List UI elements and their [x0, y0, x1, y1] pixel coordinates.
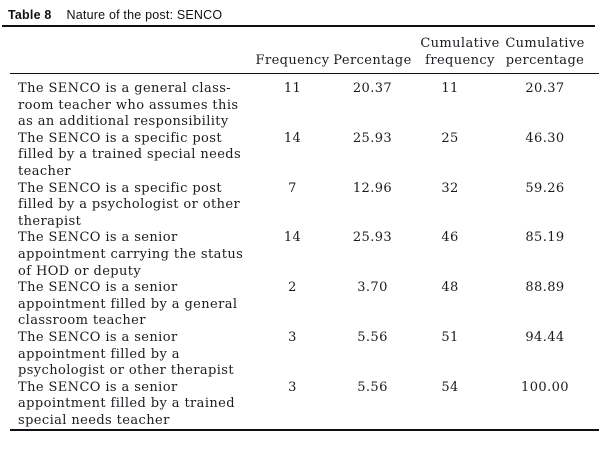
- cell-percentage: 5.56: [357, 379, 388, 395]
- table-body: The SENCO is a general class-room teache…: [10, 74, 599, 430]
- senco-table: Frequency Percentage Cumulative frequency Cu…: [10, 27, 599, 429]
- cell-percentage: 12.96: [352, 180, 393, 196]
- cell-frequency: 3: [288, 379, 297, 395]
- column-header-line: Percentage: [333, 52, 412, 68]
- cell-frequency: 7: [288, 180, 297, 196]
- row-description-line: as an additional responsibility: [18, 114, 229, 130]
- column-header-percentage: Percentage: [330, 27, 415, 74]
- table-row: The SENCO is a specific post filled by a …: [10, 131, 599, 181]
- column-header-line: Cumulative: [420, 36, 500, 51]
- cell-cumulative-percentage: 88.89: [525, 280, 565, 296]
- row-description-line: The SENCO is a general class-: [18, 81, 232, 96]
- row-description-line: The SENCO is a senior: [18, 379, 178, 395]
- row-description-line: special needs teacher: [18, 412, 170, 428]
- column-header-description: [10, 27, 255, 74]
- cell-cumulative-percentage: 20.37: [525, 81, 565, 96]
- cell-cumulative-percentage: 46.30: [525, 130, 565, 146]
- column-header-cumulative-frequency: Cumulative frequency: [415, 27, 505, 74]
- row-description-line: filled by a trained special needs: [18, 147, 242, 163]
- row-description-line: therapist: [18, 213, 82, 229]
- table-header: Frequency Percentage Cumulative frequency Cu…: [10, 27, 599, 74]
- top-rule: [2, 25, 595, 27]
- row-description-line: The SENCO is a senior: [18, 329, 178, 345]
- row-description: The SENCO is a specific post filled by a …: [10, 131, 255, 181]
- cell-cumulative-frequency: 54: [441, 379, 459, 395]
- row-description-line: appointment carrying the status: [18, 246, 244, 262]
- row-description-line: psychologist or other therapist: [18, 363, 234, 379]
- cell-percentage: 25.93: [352, 230, 393, 246]
- column-header-line: frequency: [425, 52, 495, 68]
- cell-frequency: 2: [288, 280, 297, 296]
- bottom-rule: [10, 429, 599, 432]
- row-description-line: appointment filled by a trained: [18, 396, 235, 412]
- row-description: The SENCO is a senior appointment carryin…: [10, 230, 255, 280]
- table-row: The SENCO is a specific post filled by a …: [10, 181, 599, 231]
- cell-cumulative-percentage: 59.26: [525, 180, 565, 196]
- row-description-line: The SENCO is a senior: [18, 230, 178, 246]
- cell-cumulative-frequency: 11: [441, 81, 459, 96]
- cell-cumulative-percentage: 100.00: [521, 379, 569, 395]
- row-description-line: The SENCO is a specific post: [18, 130, 222, 146]
- table-caption-label: Table 8: [8, 8, 52, 22]
- table-row: The SENCO is a general class-room teache…: [10, 74, 599, 131]
- cell-percentage: 20.37: [352, 81, 393, 96]
- cell-cumulative-frequency: 46: [441, 230, 459, 246]
- row-description: The SENCO is a specific post filled by a …: [10, 181, 255, 231]
- table-caption-title: Nature of the post: SENCO: [66, 8, 223, 22]
- column-header-frequency: Frequency: [255, 27, 330, 74]
- cell-percentage: 25.93: [352, 130, 393, 146]
- row-description-line: appointment filled by a: [18, 346, 180, 362]
- table-row: The SENCO is a senior appointment filled …: [10, 330, 599, 380]
- row-description-line: of HOD or deputy: [18, 263, 142, 279]
- row-description: The SENCO is a senior appointment filled …: [10, 280, 255, 330]
- table-caption: Table 8 Nature of the post: SENCO: [0, 0, 606, 22]
- cell-cumulative-frequency: 48: [441, 280, 459, 296]
- column-header-line: Cumulative: [505, 36, 585, 51]
- cell-frequency: 3: [288, 329, 297, 345]
- cell-frequency: 14: [283, 130, 302, 146]
- row-description: The SENCO is a senior appointment filled …: [10, 330, 255, 380]
- row-description: The SENCO is a senior appointment filled …: [10, 380, 255, 430]
- row-description-line: The SENCO is a senior: [18, 280, 178, 296]
- row-description-line: filled by a psychologist or other: [18, 197, 241, 213]
- cell-frequency: 14: [283, 230, 302, 246]
- header-row: Frequency Percentage Cumulative frequency Cu…: [10, 27, 599, 74]
- row-description-line: room teacher who assumes this: [18, 97, 239, 113]
- cell-frequency: 11: [283, 81, 302, 96]
- cell-cumulative-frequency: 32: [441, 180, 459, 196]
- row-description-line: teacher: [18, 163, 72, 179]
- cell-percentage: 5.56: [357, 329, 388, 345]
- row-description: The SENCO is a general class-room teache…: [10, 74, 255, 131]
- row-description-line: classroom teacher: [18, 313, 146, 329]
- cell-cumulative-percentage: 94.44: [525, 329, 565, 345]
- cell-cumulative-percentage: 85.19: [525, 230, 565, 246]
- table-row: The SENCO is a senior appointment carryin…: [10, 230, 599, 280]
- row-description-line: The SENCO is a specific post: [18, 180, 222, 196]
- cell-percentage: 3.70: [357, 280, 388, 296]
- column-header-line: Frequency: [255, 52, 330, 68]
- column-header-line: percentage: [505, 52, 585, 68]
- cell-cumulative-frequency: 51: [441, 329, 459, 345]
- table-row: The SENCO is a senior appointment filled …: [10, 380, 599, 430]
- row-description-line: appointment filled by a general: [18, 296, 238, 312]
- table-row: The SENCO is a senior appointment filled …: [10, 280, 599, 330]
- cell-cumulative-frequency: 25: [441, 130, 459, 146]
- column-header-cumulative-percentage: Cumulative percentage: [505, 27, 599, 74]
